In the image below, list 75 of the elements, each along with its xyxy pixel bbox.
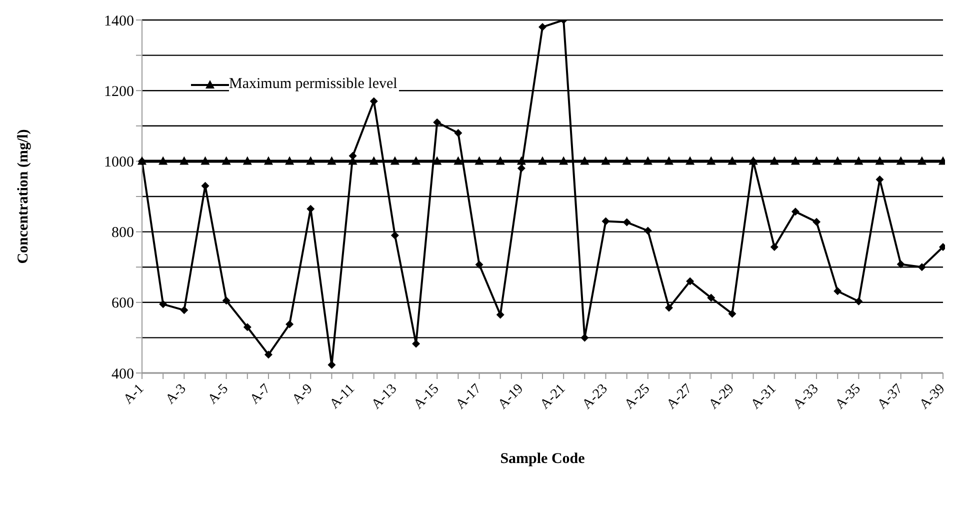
point <box>474 156 484 165</box>
point <box>454 156 463 165</box>
x-tick-label: A-5 <box>205 382 232 408</box>
x-tick-label: A-9 <box>290 382 316 408</box>
point <box>707 294 716 302</box>
point <box>390 156 400 165</box>
point <box>222 156 231 165</box>
point <box>475 260 484 269</box>
point <box>454 128 462 137</box>
y-tick-label: 1200 <box>104 84 134 100</box>
point <box>664 156 674 165</box>
point <box>791 208 800 216</box>
point <box>327 156 336 165</box>
point <box>706 156 716 165</box>
x-tick-label: A-1 <box>121 382 148 408</box>
x-tick-label: A-3 <box>163 382 190 408</box>
point <box>390 231 399 240</box>
point <box>580 156 590 165</box>
point <box>896 260 905 268</box>
point <box>412 340 420 348</box>
point <box>433 118 442 126</box>
point <box>834 287 842 296</box>
point <box>538 23 546 32</box>
x-tick-label: A-7 <box>248 382 274 408</box>
point <box>644 226 652 235</box>
point <box>686 156 695 165</box>
point <box>664 304 673 312</box>
point <box>158 156 168 165</box>
y-tick-label: 1000 <box>104 154 134 171</box>
point <box>242 156 252 165</box>
point <box>875 156 884 165</box>
point <box>538 156 547 165</box>
point <box>286 320 294 328</box>
point <box>159 300 168 308</box>
point <box>369 156 378 165</box>
y-tick-label: 600 <box>112 296 134 312</box>
point <box>180 306 188 314</box>
point <box>643 156 652 165</box>
legend-label: Maximum permissible level <box>229 76 400 93</box>
y-axis-title: Concentration (mg/l) <box>15 129 32 264</box>
point <box>412 156 421 165</box>
point <box>601 156 610 165</box>
point <box>243 323 252 332</box>
point <box>770 242 778 251</box>
point <box>918 263 926 272</box>
y-tick-label: 400 <box>112 366 134 382</box>
point <box>854 297 863 306</box>
point <box>285 156 294 165</box>
point <box>812 156 822 165</box>
point <box>222 296 230 305</box>
x-axis-title: Sample Code <box>500 451 586 467</box>
point <box>559 156 568 165</box>
point <box>686 277 694 286</box>
point <box>833 156 842 165</box>
point <box>306 156 316 165</box>
point <box>622 156 632 165</box>
y-tick-label: 1400 <box>104 13 134 30</box>
point <box>812 218 821 226</box>
point <box>602 217 610 226</box>
point <box>622 218 631 226</box>
point <box>264 350 272 359</box>
point <box>770 156 779 165</box>
point <box>917 156 926 165</box>
point <box>496 156 505 165</box>
point <box>264 156 273 165</box>
point <box>180 156 189 165</box>
point <box>516 156 526 165</box>
point <box>517 164 526 172</box>
point <box>200 156 210 165</box>
point <box>854 156 864 165</box>
point <box>728 156 737 165</box>
point <box>728 310 736 318</box>
y-tick-label: 800 <box>112 225 134 242</box>
point <box>790 156 800 165</box>
point <box>896 156 906 165</box>
